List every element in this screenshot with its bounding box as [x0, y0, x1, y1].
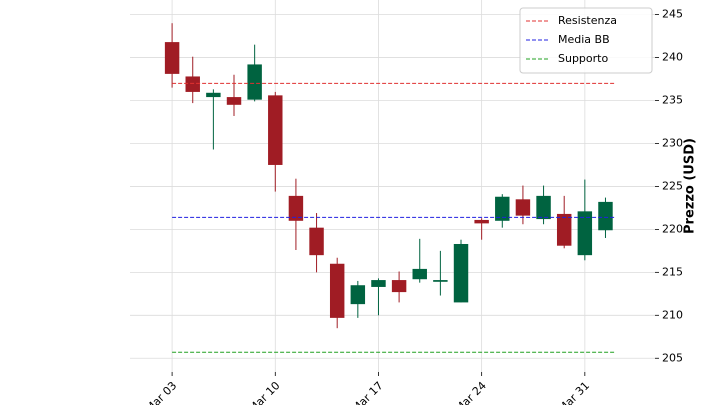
- candle-body: [247, 64, 262, 100]
- legend: Resistenza Media BB Supporto: [519, 7, 653, 74]
- candle-body: [268, 95, 283, 165]
- x-tick-label: Mar 31: [556, 379, 592, 405]
- candle-body: [556, 213, 572, 246]
- candle-body: [288, 195, 304, 221]
- marks: [164, 23, 616, 353]
- candle-body: [577, 211, 593, 256]
- y-tick-label: 240: [662, 51, 683, 64]
- y-tick-label: 245: [662, 8, 683, 21]
- x-tick-label: Mar 24: [453, 379, 489, 405]
- candle-body: [598, 201, 613, 231]
- y-tick-label: 225: [662, 179, 683, 192]
- legend-label: Supporto: [558, 52, 608, 65]
- candle-body: [515, 199, 531, 216]
- legend-box: [519, 7, 653, 74]
- legend-label: Media BB: [558, 33, 610, 46]
- y-tick-label: 230: [662, 136, 683, 149]
- candle-body: [185, 76, 200, 92]
- x-tick-label: Mar 10: [246, 379, 282, 405]
- y-tick-label: 205: [662, 351, 683, 364]
- legend-label: Resistenza: [558, 14, 617, 27]
- candle-body: [412, 268, 427, 280]
- y-axis-label: Prezzo (USD): [683, 138, 698, 234]
- candle-body: [226, 97, 242, 105]
- candle-body: [164, 42, 180, 74]
- candle-body: [453, 243, 469, 303]
- candle-body: [495, 196, 510, 221]
- candle-body: [371, 280, 386, 287]
- x-tick-label: Mar 03: [143, 379, 179, 405]
- candle-body: [391, 280, 407, 293]
- candle-body: [350, 285, 366, 305]
- candle-body: [329, 263, 345, 318]
- y-tick-label: 235: [662, 94, 683, 107]
- candle-body: [206, 92, 221, 98]
- x-tick-label: Mar 17: [349, 379, 385, 405]
- candle-body: [309, 227, 324, 256]
- y-tick-label: 215: [662, 265, 683, 278]
- candle-body: [474, 219, 489, 224]
- candle-body: [536, 195, 551, 220]
- y-tick-label: 210: [662, 308, 683, 321]
- y-tick-label: 220: [662, 222, 683, 235]
- candle-body: [433, 280, 448, 282]
